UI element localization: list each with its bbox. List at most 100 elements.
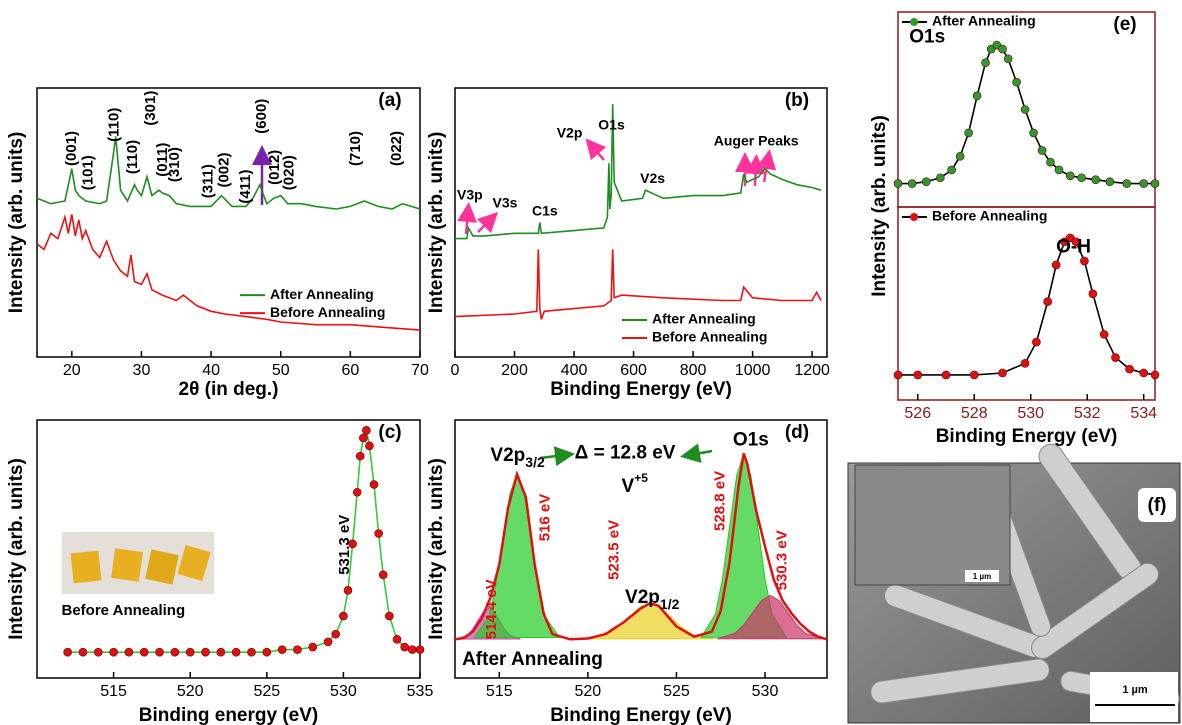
panel: 526 528 530 532 534 Binding Energy (eV) Before… (893, 206, 1160, 447)
data-point (1065, 171, 1075, 181)
data-point (981, 58, 990, 68)
annotation: 528.8 eV (712, 471, 729, 531)
plot-frame (454, 419, 828, 679)
plot-frame (36, 419, 421, 679)
annotation: Auger Peaks (714, 133, 799, 149)
data-point (385, 611, 394, 621)
legend-label: Before Annealing (270, 304, 385, 320)
data-point (1043, 297, 1052, 306)
inset (854, 464, 1011, 586)
annotation: O1s (598, 116, 625, 132)
panel-label: (e) (1113, 14, 1136, 35)
data-point (231, 647, 241, 657)
data-point (408, 645, 417, 654)
annotation: 523.5 eV (605, 520, 622, 580)
data-point (201, 647, 210, 657)
rod (870, 658, 1050, 704)
data-point (907, 179, 917, 188)
panel-label: (c) (378, 422, 401, 443)
data-point (78, 647, 88, 657)
component-area (717, 594, 824, 640)
y-axis-label: Intensity (arb. units) (426, 132, 447, 314)
data-point (1139, 368, 1149, 378)
data-point (1150, 370, 1160, 380)
sample (145, 549, 179, 585)
data-point (277, 645, 287, 654)
data-point (355, 451, 365, 461)
x-tick-label: 530 (752, 683, 779, 700)
data-point (362, 426, 371, 435)
data-point (1111, 353, 1120, 362)
annotation: (710) (347, 131, 364, 166)
data-point (1091, 175, 1100, 184)
x-axis-label: Binding energy (eV) (139, 705, 318, 725)
annotation-text: V (622, 476, 635, 497)
x-tick-label: 600 (620, 362, 647, 379)
data-point (1003, 54, 1013, 64)
annotation: (311) (199, 164, 216, 198)
plot-frame (897, 206, 1156, 401)
plot-frame (36, 87, 421, 358)
series-line (454, 249, 822, 320)
plot-frame (454, 87, 828, 358)
annotation: V2p3/2 (490, 445, 545, 470)
arrows (252, 138, 777, 467)
data-point (1020, 105, 1030, 114)
data-point (378, 570, 388, 580)
label-box (1138, 488, 1176, 522)
data-point (1051, 260, 1061, 270)
annotation-sup: +5 (634, 471, 648, 485)
data-point (348, 539, 357, 549)
annotation: C1s (532, 202, 558, 218)
annotation: (022) (388, 131, 405, 166)
sample-photo (62, 532, 214, 594)
data-point (893, 370, 903, 380)
data-point (941, 370, 951, 380)
annotation-sub: 1/2 (660, 596, 680, 612)
annotation-text: V2p (490, 445, 525, 466)
annotation: V2s (640, 170, 665, 186)
data-point (1125, 364, 1134, 374)
x-tick-label: 515 (486, 683, 513, 700)
panel-label: (d) (785, 422, 809, 443)
inset-scale-box (965, 570, 999, 582)
data-point (1037, 146, 1047, 155)
data-point (1122, 179, 1132, 188)
data-point (1105, 177, 1115, 186)
x-axis-label: Binding Energy (eV) (550, 379, 732, 400)
data-point (1077, 173, 1086, 183)
data-point (374, 529, 383, 538)
annotation: (110) (105, 108, 122, 142)
annotation: 530.3 eV (774, 530, 791, 590)
data-point (124, 647, 134, 657)
data-point (323, 637, 333, 647)
x-tick-label: 200 (501, 362, 528, 379)
x-tick-label: 50 (272, 362, 290, 379)
x-tick-label: 525 (253, 683, 280, 700)
legend-label: After Annealing (652, 311, 756, 327)
data-point (998, 44, 1007, 54)
x-tick-label: 535 (407, 683, 434, 700)
annotation: (012) (266, 150, 283, 185)
x-tick-label: 525 (663, 683, 690, 700)
series-line (898, 44, 1155, 185)
data-point (185, 647, 195, 657)
data-point (1139, 179, 1149, 188)
data-point (262, 647, 272, 657)
data-point (972, 91, 982, 101)
inset-scale: 1 µm (973, 572, 991, 581)
annotation: (310) (166, 147, 183, 182)
data-point (343, 585, 353, 595)
legend-label: After Annealing (270, 286, 374, 302)
data-point (893, 179, 903, 188)
x-tick-label: 528 (961, 405, 988, 422)
annotation: V3p (457, 186, 483, 202)
legend-marker (910, 18, 918, 26)
annotation: (002) (215, 152, 232, 187)
data-point (170, 647, 180, 657)
annotation: (001) (63, 131, 80, 166)
arrow (457, 202, 478, 235)
x-tick-label: 30 (133, 362, 151, 379)
x-tick-label: 520 (177, 683, 204, 700)
data-point (964, 128, 973, 138)
